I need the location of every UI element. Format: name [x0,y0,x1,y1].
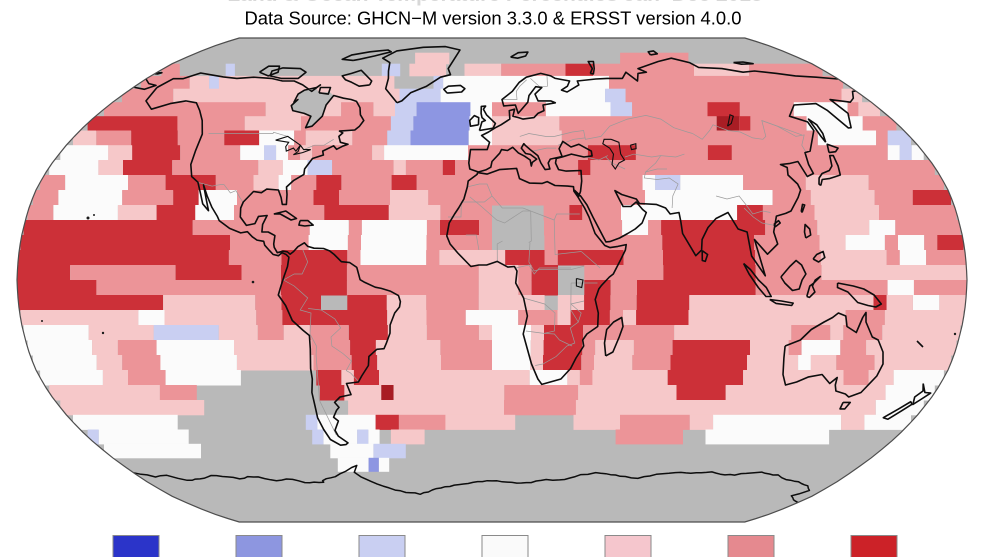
svg-text:Land & Ocean Temperature Perce: Land & Ocean Temperature Percentiles Jan… [227,0,763,6]
svg-text:Data Source: GHCN−M version 3.: Data Source: GHCN−M version 3.3.0 & ERSS… [245,8,742,29]
